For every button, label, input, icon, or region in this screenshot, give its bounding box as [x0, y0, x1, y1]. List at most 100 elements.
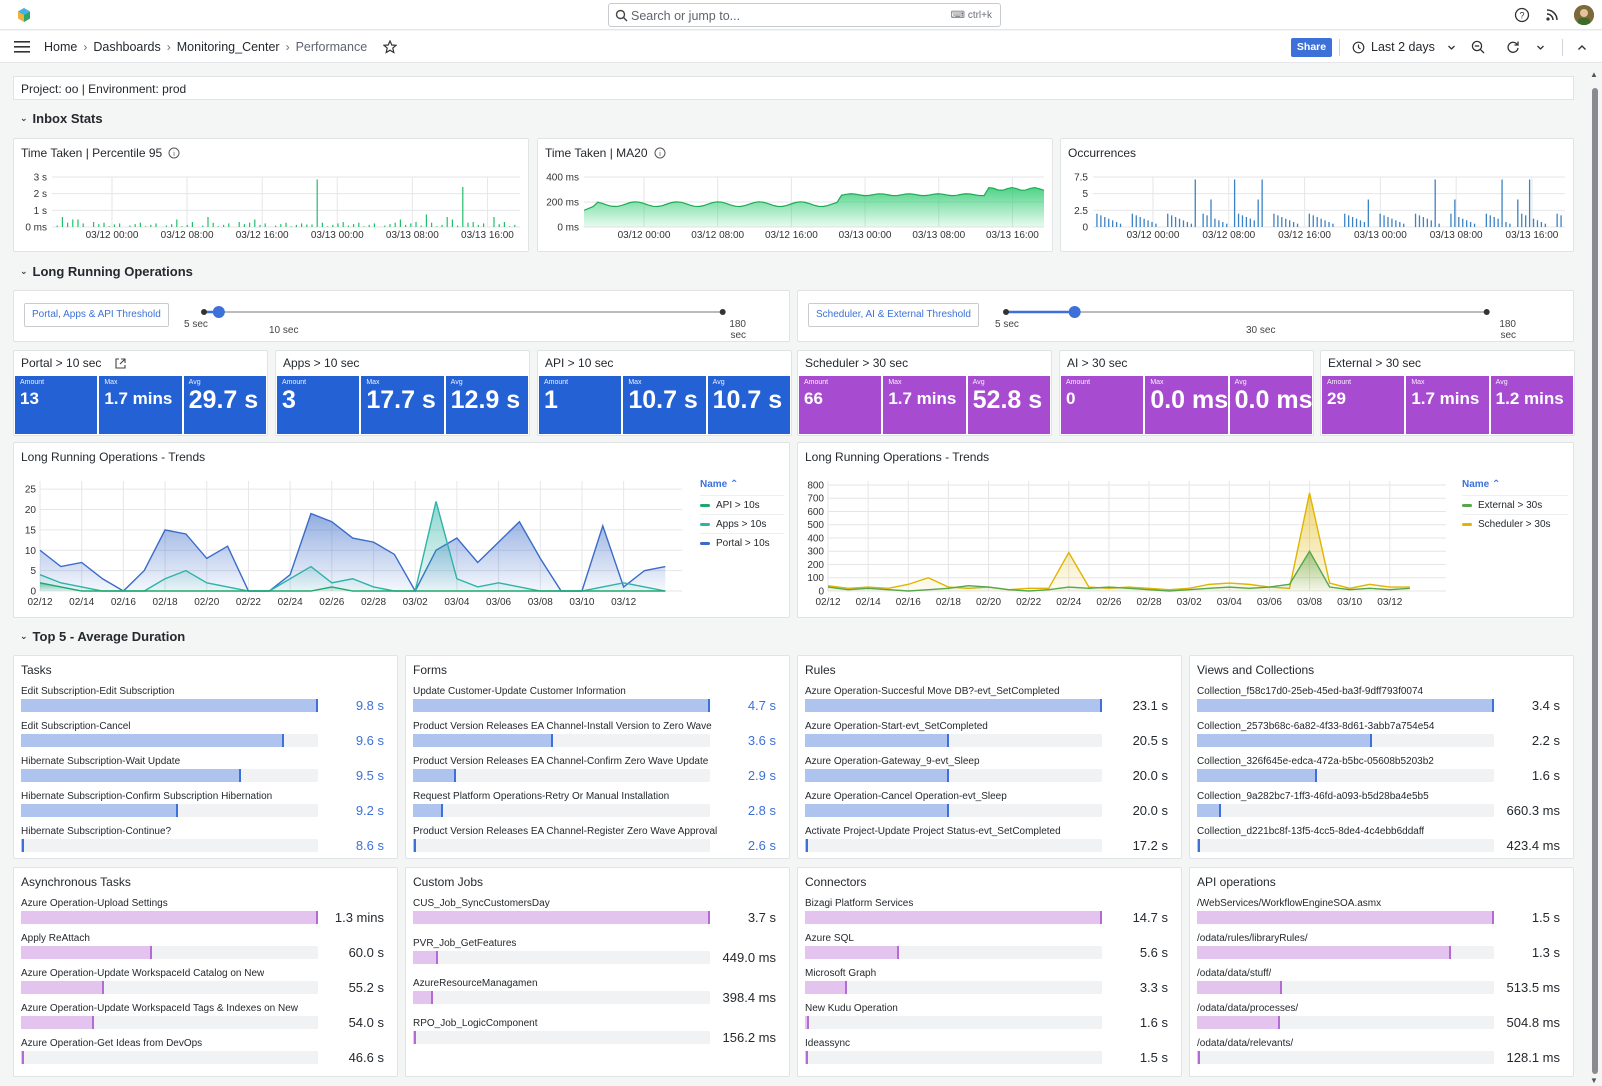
- stat-tile-avg[interactable]: Avg 12.9 s: [445, 376, 528, 434]
- list-item[interactable]: /odata/data/stuff/513.5 ms: [1197, 968, 1566, 1002]
- list-item[interactable]: Request Platform Operations-Retry Or Man…: [413, 791, 782, 825]
- list-item[interactable]: Hibernate Subscription-Continue? 8.6 s: [21, 826, 390, 860]
- list-item[interactable]: Azure Operation-Cancel Operation-evt_Sle…: [805, 791, 1174, 825]
- threshold-slider[interactable]: [996, 305, 1516, 319]
- list-item[interactable]: Azure Operation-Upload Settings 1.3 mins: [21, 898, 390, 932]
- inbox-chart[interactable]: 400 ms 200 ms 0 ms 03/12 00:00 03/12 08:00 03…: [538, 165, 1052, 253]
- list-item[interactable]: /odata/rules/libraryRules/1.3 s: [1197, 933, 1566, 967]
- threshold-panel-portal: Portal, Apps & API Threshold 5 sec 10 se…: [13, 290, 790, 342]
- row-header-long-running[interactable]: ⌄ Long Running Operations: [20, 264, 193, 279]
- breadcrumb-folder[interactable]: Monitoring_Center: [176, 40, 280, 54]
- trends-chart[interactable]: 0 5 10 15 20 25 02/12 02/14 02/16 02/18 02/20 02/22…: [14, 471, 694, 617]
- legend-item[interactable]: Scheduler > 30s: [1462, 514, 1568, 533]
- threshold-slider[interactable]: [194, 305, 754, 319]
- list-item[interactable]: Edit Subscription-Cancel 9.6 s: [21, 721, 390, 755]
- collapse-chevron-up-icon[interactable]: [1577, 43, 1587, 52]
- list-item[interactable]: CUS_Job_SyncCustomersDay 3.7 s: [413, 898, 782, 932]
- stat-tile-amount[interactable]: Amount 13: [15, 376, 98, 434]
- page-scrollbar[interactable]: [1592, 88, 1598, 1074]
- list-item[interactable]: /odata/data/processes/504.8 ms: [1197, 1003, 1566, 1037]
- list-item[interactable]: Microsoft Graph 3.3 s: [805, 968, 1174, 1002]
- list-item[interactable]: RPO_Job_LogicComponent 156.2 ms: [413, 1018, 782, 1052]
- stat-tile-max[interactable]: Max 0.0 ms: [1145, 376, 1228, 434]
- stat-tile-amount[interactable]: Amount 29: [1322, 376, 1405, 434]
- info-icon[interactable]: i: [654, 147, 666, 159]
- inbox-chart[interactable]: 7.5 5 2.5 0 03/12 00:00 03/12 08:00 03/12 16:0…: [1061, 165, 1573, 253]
- list-item[interactable]: Activate Project-Update Project Status-e…: [805, 826, 1174, 860]
- breadcrumb-dashboards[interactable]: Dashboards: [93, 40, 161, 54]
- external-link-icon[interactable]: [115, 357, 126, 369]
- user-avatar[interactable]: [1574, 5, 1594, 25]
- list-item[interactable]: Edit Subscription-Edit Subscription 9.8 s: [21, 686, 390, 720]
- list-item[interactable]: Collection_d221bc8f-13f5-4cc5-8de4-4c4eb…: [1197, 826, 1566, 860]
- scroll-up-arrow-icon[interactable]: ▲: [1590, 70, 1598, 79]
- time-range-picker[interactable]: Last 2 days: [1352, 40, 1456, 54]
- list-item[interactable]: Azure Operation-Succesful Move DB?-evt_S…: [805, 686, 1174, 720]
- stat-tile-max[interactable]: Max 1.7 mins: [883, 376, 966, 434]
- list-item[interactable]: Azure Operation-Get Ideas from DevOps 46.…: [21, 1038, 390, 1072]
- breadcrumb-home[interactable]: Home: [44, 40, 78, 54]
- list-item[interactable]: Azure Operation-Gateway_9-evt_Sleep 20.0 …: [805, 756, 1174, 790]
- zoom-out-icon[interactable]: [1471, 40, 1485, 54]
- list-item[interactable]: Collection_2573b68c-6a82-4f33-8d61-3abb7…: [1197, 721, 1566, 755]
- list-item[interactable]: Collection_f58c17d0-25eb-45ed-ba3f-9dff7…: [1197, 686, 1566, 720]
- stat-tile-max[interactable]: Max 1.7 mins: [99, 376, 182, 434]
- list-item[interactable]: Hibernate Subscription-Wait Update 9.5 s: [21, 756, 390, 790]
- stat-tile-avg[interactable]: Avg 10.7 s: [707, 376, 790, 434]
- list-item[interactable]: Collection_326f645e-edca-472a-b5bc-05608…: [1197, 756, 1566, 790]
- stat-value: 12.9 s: [450, 386, 521, 414]
- legend-header[interactable]: Name ⌃: [1462, 479, 1501, 490]
- rss-news-icon[interactable]: [1544, 7, 1560, 23]
- list-item[interactable]: Ideassync 1.5 s: [805, 1038, 1174, 1072]
- refresh-icon[interactable]: [1506, 40, 1520, 54]
- list-item[interactable]: Azure SQL 5.6 s: [805, 933, 1174, 967]
- legend-item[interactable]: External > 30s: [1462, 495, 1568, 514]
- list-item[interactable]: Product Version Releases EA Channel-Conf…: [413, 756, 782, 790]
- refresh-interval-chevron-icon[interactable]: [1536, 43, 1545, 52]
- list-item[interactable]: Azure Operation-Start-evt_SetCompleted 20…: [805, 721, 1174, 755]
- stat-tile-amount[interactable]: Amount 0: [1061, 376, 1144, 434]
- stat-tile-amount[interactable]: Amount 1: [539, 376, 622, 434]
- list-item[interactable]: /WebServices/WorkflowEngineSOA.asmx 1.5 s: [1197, 898, 1566, 932]
- share-button[interactable]: Share: [1291, 38, 1332, 57]
- list-item[interactable]: /odata/data/relevants/128.1 ms: [1197, 1038, 1566, 1072]
- list-item[interactable]: Azure Operation-Update WorkspaceId Catal…: [21, 968, 390, 1002]
- list-item[interactable]: New Kudu Operation 1.6 s: [805, 1003, 1174, 1037]
- help-icon[interactable]: ?: [1514, 7, 1530, 23]
- info-icon[interactable]: i: [168, 147, 180, 159]
- stat-tile-avg[interactable]: Avg 52.8 s: [967, 376, 1050, 434]
- trends-chart[interactable]: 0 100 200 300 400 500 600 700 800 02/12 02/14 02/16…: [798, 471, 1458, 617]
- row-header-inbox-stats[interactable]: ⌄ Inbox Stats: [20, 111, 103, 126]
- grafana-logo-icon[interactable]: [16, 7, 32, 23]
- legend-header[interactable]: Name ⌃: [700, 479, 739, 490]
- stat-tile-max[interactable]: Max 10.7 s: [623, 376, 706, 434]
- stat-tile-avg[interactable]: Avg 29.7 s: [183, 376, 266, 434]
- stat-tile-avg[interactable]: Avg 0.0 ms: [1229, 376, 1313, 434]
- legend-item[interactable]: Apps > 10s: [700, 514, 784, 533]
- list-item[interactable]: Bizagi Platform Services 14.7 s: [805, 898, 1174, 932]
- list-item[interactable]: AzureResourceManagamen 398.4 ms: [413, 978, 782, 1012]
- list-item[interactable]: Update Customer-Update Customer Informat…: [413, 686, 782, 720]
- stat-label: Amount: [1327, 379, 1352, 386]
- search-input[interactable]: Search or jump to... ⌨ ctrl+k: [608, 3, 1001, 27]
- scroll-down-arrow-icon[interactable]: ▼: [1590, 1076, 1598, 1085]
- list-item[interactable]: Azure Operation-Update WorkspaceId Tags …: [21, 1003, 390, 1037]
- menu-icon[interactable]: [14, 40, 30, 54]
- list-item[interactable]: Product Version Releases EA Channel-Regi…: [413, 826, 782, 860]
- list-item[interactable]: Hibernate Subscription-Confirm Subscript…: [21, 791, 390, 825]
- panel-title: API > 10 sec: [545, 356, 613, 370]
- stat-tile-amount[interactable]: Amount 66: [799, 376, 882, 434]
- list-item[interactable]: PVR_Job_GetFeatures 449.0 ms: [413, 938, 782, 972]
- legend-item[interactable]: API > 10s: [700, 495, 784, 514]
- stat-tile-amount[interactable]: Amount 3: [277, 376, 360, 434]
- list-item[interactable]: Product Version Releases EA Channel-Inst…: [413, 721, 782, 755]
- list-item[interactable]: Apply ReAttach 60.0 s: [21, 933, 390, 967]
- list-item[interactable]: Collection_9a282bc7-1ff3-46fd-a093-b5d28…: [1197, 791, 1566, 825]
- stat-tile-avg[interactable]: Avg 1.2 mins: [1490, 376, 1573, 434]
- stat-tile-max[interactable]: Max 17.7 s: [361, 376, 444, 434]
- row-header-top5[interactable]: ⌄ Top 5 - Average Duration: [20, 629, 186, 644]
- star-icon[interactable]: [383, 40, 398, 54]
- legend-item[interactable]: Portal > 10s: [700, 533, 784, 552]
- inbox-chart[interactable]: 3 s 2 s 1 s 0 ms 03/12 00:00 03/12 08:00 03/12…: [14, 165, 528, 253]
- stat-tile-max[interactable]: Max 1.7 mins: [1406, 376, 1489, 434]
